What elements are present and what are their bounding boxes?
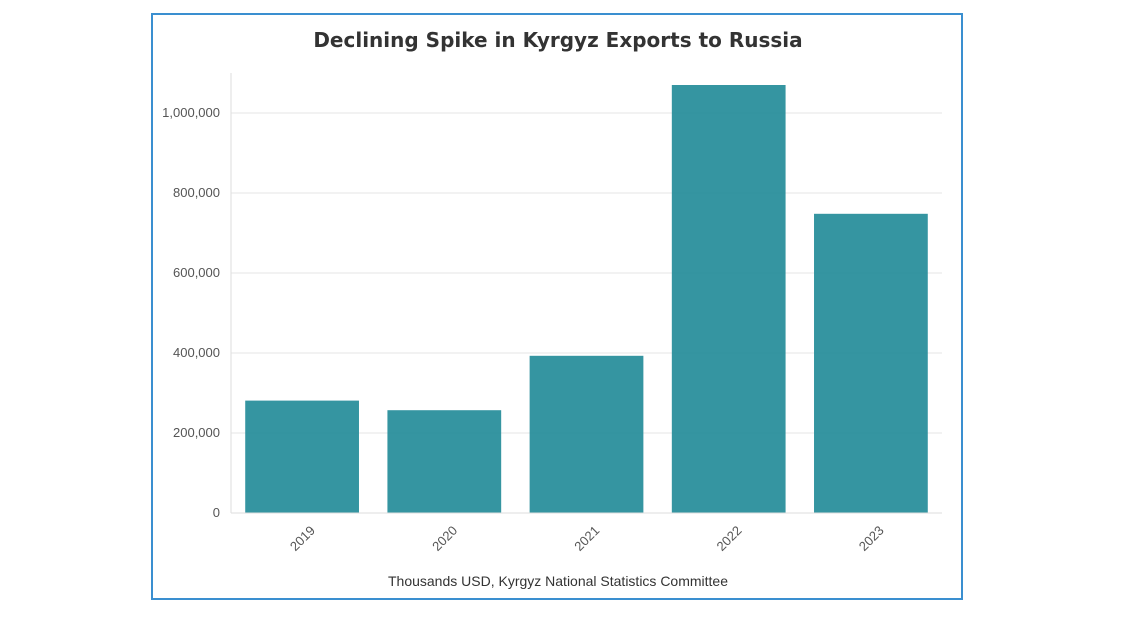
bar-2020[interactable] [387,410,502,513]
y-tick-label: 600,000 [173,265,220,280]
bar-2019[interactable] [245,400,359,513]
x-tick-label: 2019 [287,523,318,554]
y-tick-label: 400,000 [173,345,220,360]
bar-2021[interactable] [529,355,644,513]
y-tick-label: 1,000,000 [162,105,220,120]
chart-title: Declining Spike in Kyrgyz Exports to Rus… [313,28,802,52]
y-tick-label: 800,000 [173,185,220,200]
x-tick-label: 2021 [571,523,602,554]
bars [245,85,928,514]
x-tick-label: 2020 [429,523,460,554]
x-tick-label: 2022 [714,523,745,554]
bar-2022[interactable] [671,85,786,513]
x-axis-ticks: 2019 2020 2021 2022 2023 [287,523,887,554]
x-axis-label: Thousands USD, Kyrgyz National Statistic… [388,573,728,589]
x-tick-label: 2023 [856,523,887,554]
y-tick-label: 0 [213,505,220,520]
bar-2023[interactable] [814,213,928,514]
y-tick-label: 200,000 [173,425,220,440]
y-axis-ticks: 0 200,000 400,000 600,000 800,000 1,000,000 [162,105,220,520]
